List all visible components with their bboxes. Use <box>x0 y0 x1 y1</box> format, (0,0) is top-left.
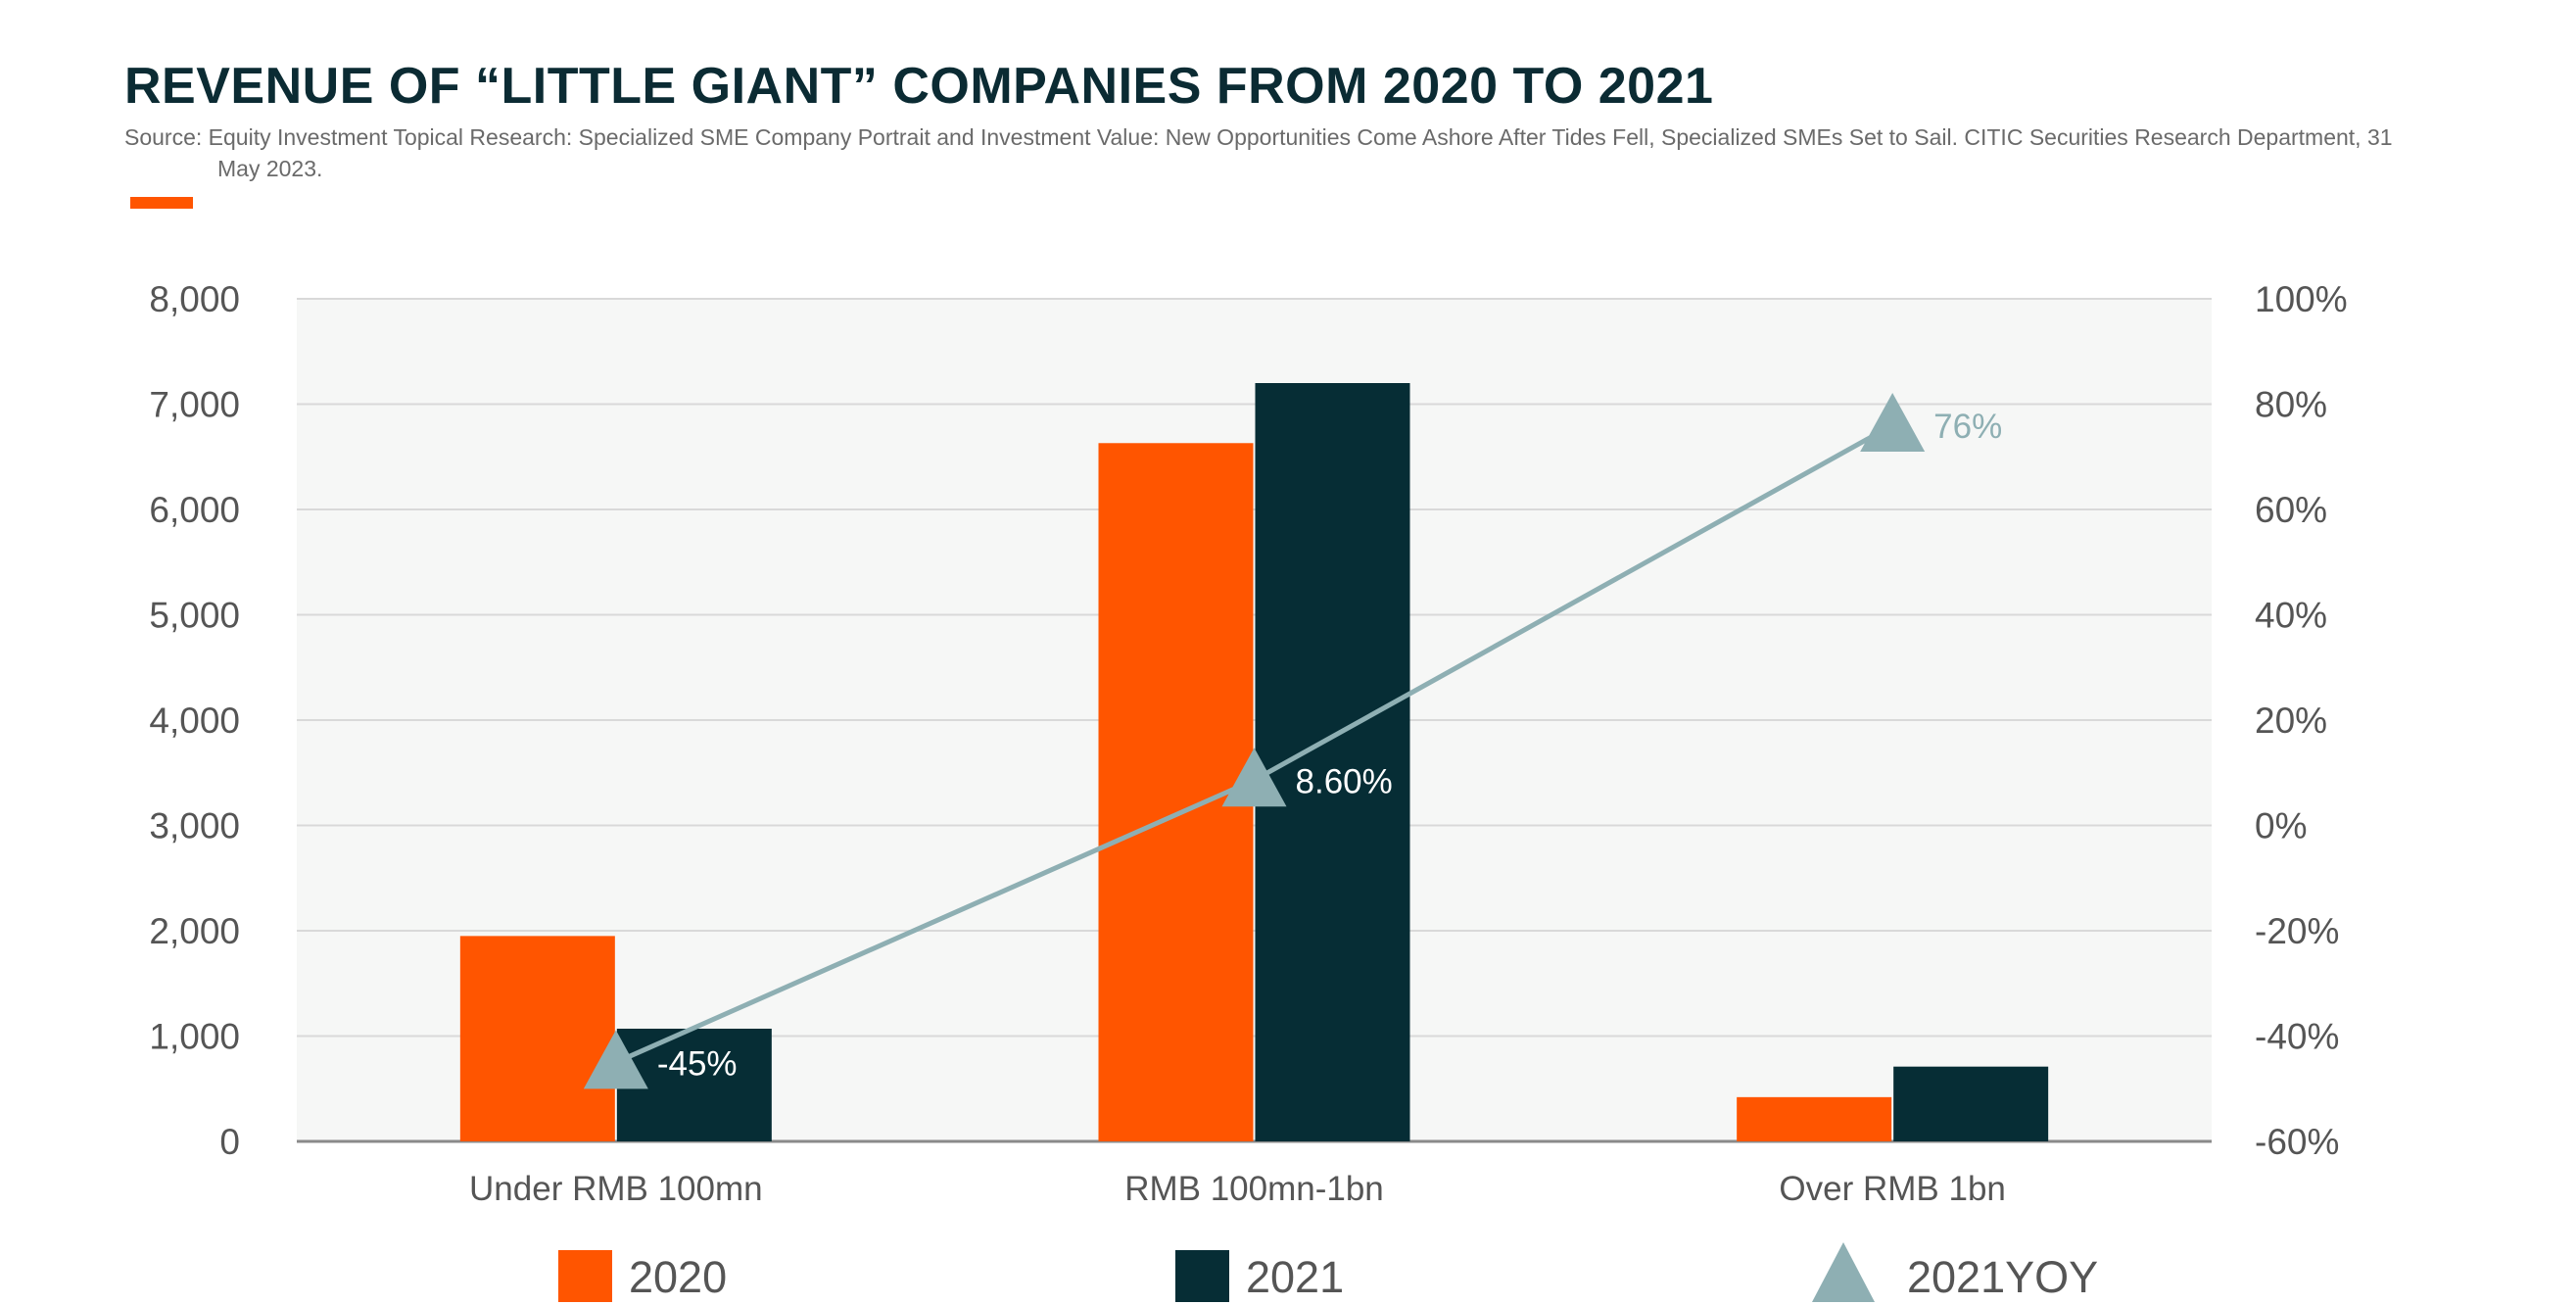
yoy-marker <box>583 1030 648 1089</box>
category-labels: Under RMB 100mn RMB 100mn-1bn Over RMB 1bn <box>469 1170 2006 1208</box>
left-tick-label: 7,000 <box>149 385 240 425</box>
bar-2020-3 <box>1737 1096 1892 1141</box>
yoy-data-label: -45% <box>657 1044 738 1083</box>
right-tick-label: 20% <box>2255 701 2327 741</box>
right-tick-label: 40% <box>2255 596 2327 636</box>
source-note: Source: Equity Investment Topical Resear… <box>124 124 2393 181</box>
legend-swatch-2020 <box>558 1250 612 1302</box>
yoy-data-label: 8.60% <box>1296 762 1393 800</box>
title-accent-bar <box>130 197 193 209</box>
left-axis-ticks: 0 1,000 2,000 3,000 4,000 5,000 6,000 7,000 8,00… <box>149 279 240 1162</box>
right-tick-label: -40% <box>2255 1017 2339 1057</box>
category-label: Over RMB 1bn <box>1779 1170 2005 1208</box>
legend: 2020 2021 2021YOY <box>558 1242 2098 1302</box>
bar-2021-3 <box>1893 1066 2049 1141</box>
legend-label: 2021 <box>1246 1252 1344 1302</box>
yoy-series: -45% 8.60% 76% <box>583 393 2002 1089</box>
yoy-marker <box>1221 748 1287 807</box>
legend-swatch-yoy <box>1812 1242 1875 1302</box>
left-tick-label: 6,000 <box>149 490 240 530</box>
left-tick-label: 2,000 <box>149 911 240 951</box>
left-tick-label: 8,000 <box>149 279 240 319</box>
yoy-data-label: 76% <box>1933 408 2002 446</box>
bar-2021-2 <box>1255 383 1410 1141</box>
right-axis-ticks: -60% -40% -20% 0% 20% 40% 60% 80% 100% <box>2255 279 2348 1162</box>
chart-title: REVENUE OF “LITTLE GIANT” COMPANIES FROM… <box>124 58 1714 115</box>
right-tick-label: 0% <box>2255 806 2307 846</box>
left-tick-label: 1,000 <box>149 1017 240 1057</box>
bar-2020-1 <box>459 936 615 1141</box>
category-label: RMB 100mn-1bn <box>1124 1170 1384 1208</box>
legend-label: 2021YOY <box>1907 1252 2098 1302</box>
left-tick-label: 0 <box>219 1122 240 1162</box>
left-tick-label: 3,000 <box>149 806 240 846</box>
left-tick-label: 5,000 <box>149 596 240 636</box>
left-tick-label: 4,000 <box>149 701 240 741</box>
yoy-marker <box>1860 393 1926 452</box>
right-tick-label: 80% <box>2255 385 2327 425</box>
right-tick-label: 60% <box>2255 490 2327 530</box>
right-tick-label: 100% <box>2255 279 2348 319</box>
bar-series <box>459 383 2049 1141</box>
right-tick-label: -60% <box>2255 1122 2339 1162</box>
legend-swatch-2021 <box>1175 1250 1229 1302</box>
legend-label: 2020 <box>629 1252 727 1302</box>
right-tick-label: -20% <box>2255 911 2339 951</box>
category-label: Under RMB 100mn <box>469 1170 763 1208</box>
